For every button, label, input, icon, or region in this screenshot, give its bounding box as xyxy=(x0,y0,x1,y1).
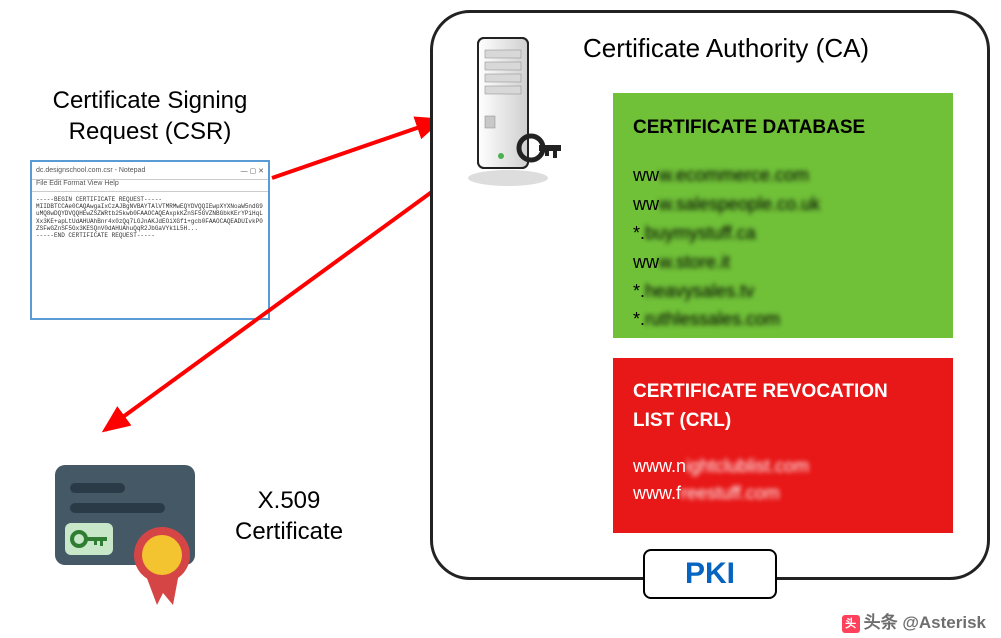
pki-label: PKI xyxy=(643,549,777,599)
crl-box: CERTIFICATE REVOCATION LIST (CRL) www.ni… xyxy=(613,358,953,533)
csr-window: dc.designschool.com.csr - Notepad — ▢ ✕ … xyxy=(30,160,270,320)
db-item: *.ruthlessales.com xyxy=(633,305,933,334)
csr-body: MIIDBTCCAe0CAQAwgaIxCzAJBgNVBAYTAlVTMRMw… xyxy=(36,203,264,232)
csr-window-titlebar: dc.designschool.com.csr - Notepad — ▢ ✕ xyxy=(32,162,268,180)
watermark-icon: 头 xyxy=(842,615,860,633)
db-item: www.store.it xyxy=(633,248,933,277)
crl-heading: CERTIFICATE REVOCATION LIST (CRL) xyxy=(633,378,933,435)
csr-content: -----BEGIN CERTIFICATE REQUEST----- MIID… xyxy=(32,192,268,243)
csr-end: -----END CERTIFICATE REQUEST----- xyxy=(36,232,264,239)
ca-title: Certificate Authority (CA) xyxy=(583,33,869,64)
csr-window-menubar: File Edit Format View Help xyxy=(32,180,268,192)
x509-line1: X.509 xyxy=(258,487,321,514)
watermark: 头头条 @Asterisk xyxy=(842,608,986,633)
watermark-text: 头条 @Asterisk xyxy=(864,613,986,632)
cert-database-box: CERTIFICATE DATABASE www.ecommerce.comww… xyxy=(613,93,953,338)
cert-database-heading: CERTIFICATE DATABASE xyxy=(633,113,933,143)
crl-item: www.freestuff.com xyxy=(633,480,933,507)
csr-title: Certificate Signing Request (CSR) xyxy=(30,85,270,147)
x509-line2: Certificate xyxy=(235,518,343,545)
db-item: *.buymystuff.ca xyxy=(633,219,933,248)
csr-begin: -----BEGIN CERTIFICATE REQUEST----- xyxy=(36,196,264,203)
db-item: www.salespeople.co.uk xyxy=(633,190,933,219)
csr-window-title: dc.designschool.com.csr - Notepad xyxy=(36,167,145,174)
certificate-icon xyxy=(45,455,215,615)
db-item: www.ecommerce.com xyxy=(633,161,933,190)
db-item: *.heavysales.tv xyxy=(633,277,933,306)
crl-item: www.nightclublist.com xyxy=(633,453,933,480)
ca-container: Certificate Authority (CA) CERTIFICATE D… xyxy=(430,10,990,580)
server-icon xyxy=(453,28,563,188)
x509-label: X.509 Certificate xyxy=(235,485,343,547)
window-controls: — ▢ ✕ xyxy=(241,167,264,175)
